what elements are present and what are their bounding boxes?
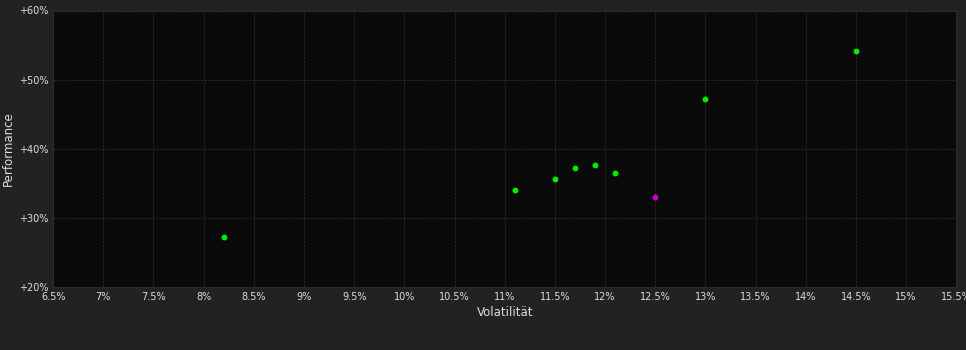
Point <box>567 165 582 171</box>
Point <box>697 96 713 102</box>
Point <box>507 188 523 193</box>
Y-axis label: Performance: Performance <box>2 111 14 186</box>
X-axis label: Volatilität: Volatilität <box>476 306 533 319</box>
Point <box>608 170 623 176</box>
Point <box>848 48 864 54</box>
Point <box>647 194 663 200</box>
Point <box>587 162 603 168</box>
Point <box>216 234 232 240</box>
Point <box>547 176 562 182</box>
